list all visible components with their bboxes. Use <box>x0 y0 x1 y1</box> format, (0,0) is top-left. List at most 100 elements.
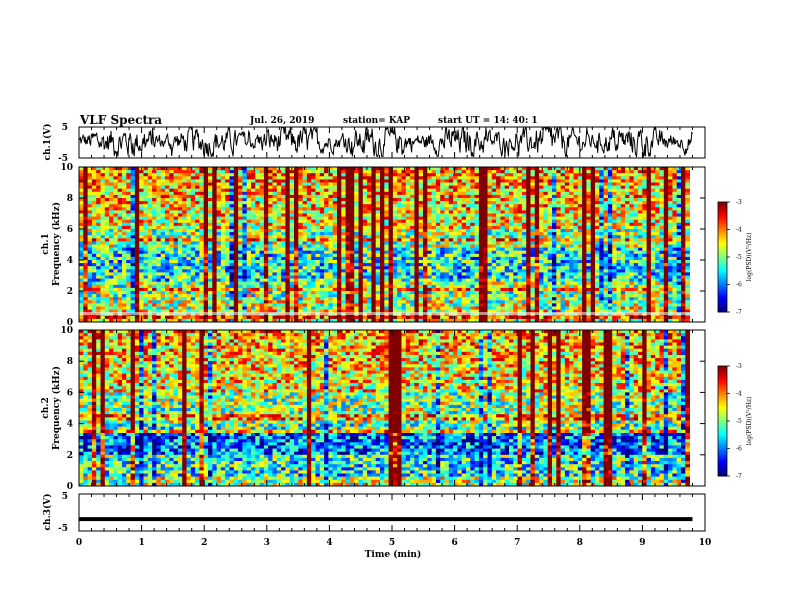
psd-cell <box>242 213 248 217</box>
psd-cell <box>79 207 84 211</box>
psd-cell <box>440 188 445 193</box>
psd-cell <box>337 191 342 196</box>
psd-cell <box>345 260 351 264</box>
psd-cell <box>474 210 480 214</box>
psd-cell <box>332 194 338 199</box>
psd-cell <box>401 266 407 270</box>
psd-cell <box>242 182 248 186</box>
psd-cell <box>371 216 377 221</box>
psd-cell <box>405 194 411 199</box>
psd-cell <box>474 207 480 211</box>
psd-cell <box>147 185 153 190</box>
psd-cell <box>173 260 179 264</box>
psd-cell <box>457 241 463 245</box>
psd-cell <box>130 176 136 180</box>
psd-cell <box>526 188 531 193</box>
psd-cell <box>595 198 600 202</box>
psd-cell <box>607 241 613 245</box>
psd-cell <box>190 256 196 261</box>
psd-cell <box>126 219 131 224</box>
psd-cell <box>612 260 617 264</box>
psd-cell <box>139 229 144 233</box>
psd-cell <box>147 204 153 208</box>
psd-cell <box>117 185 123 190</box>
psd-cell <box>319 260 325 264</box>
psd-cell <box>435 170 441 174</box>
psd-cell <box>242 179 248 183</box>
psd-cell <box>220 182 226 186</box>
psd-cell <box>569 232 574 236</box>
psd-cell <box>539 210 544 214</box>
psd-cell <box>457 185 463 190</box>
psd-cell <box>354 170 359 174</box>
psd-cell <box>79 170 84 174</box>
psd-cell <box>466 238 471 242</box>
psd-cell <box>595 173 600 177</box>
psd-cell <box>152 238 157 242</box>
psd-cell <box>134 207 140 211</box>
psd-cell <box>177 222 183 227</box>
psd-cell <box>453 235 458 239</box>
psd-cell <box>255 272 260 276</box>
psd-cell <box>233 253 239 258</box>
psd-cell <box>573 272 579 276</box>
psd-cell <box>367 216 372 221</box>
psd-cell <box>582 176 587 180</box>
psd-cell <box>362 167 368 171</box>
psd-cell <box>530 182 536 186</box>
psd-cell <box>177 266 183 270</box>
psd-cell <box>208 269 213 273</box>
psd-cell <box>547 173 553 177</box>
psd-cell <box>401 194 407 199</box>
psd-cell <box>87 207 93 211</box>
psd-cell <box>513 260 518 264</box>
psd-cell <box>672 263 678 267</box>
psd-cell <box>367 263 372 267</box>
psd-cell <box>173 229 179 233</box>
psd-cell <box>595 179 600 183</box>
psd-cell <box>130 170 136 174</box>
psd-cell <box>190 241 196 245</box>
psd-cell <box>539 222 544 227</box>
psd-cell <box>216 247 222 252</box>
psd-cell <box>143 272 149 276</box>
psd-cell <box>650 213 656 217</box>
psd-cell <box>212 176 217 180</box>
psd-cell <box>96 204 101 208</box>
psd-cell <box>620 191 626 196</box>
psd-cell <box>491 170 497 174</box>
psd-cell <box>87 253 93 258</box>
psd-cell <box>659 244 665 248</box>
psd-cell <box>341 235 346 239</box>
psd-cell <box>530 232 536 236</box>
psd-cell <box>152 216 157 221</box>
psd-cell <box>255 170 260 174</box>
psd-cell <box>650 250 656 255</box>
psd-cell <box>143 263 149 267</box>
psd-cell <box>509 244 514 248</box>
psd-cell <box>474 185 480 190</box>
psd-cell <box>560 170 566 174</box>
psd-cell <box>607 222 613 227</box>
psd-cell <box>259 241 265 245</box>
psd-cell <box>242 253 248 258</box>
psd-cell <box>242 263 248 267</box>
psd-cell <box>560 225 566 230</box>
psd-cell <box>354 256 359 261</box>
psd-cell <box>573 244 579 248</box>
psd-cell <box>130 207 136 211</box>
psd-cell <box>177 247 183 252</box>
psd-cell <box>655 225 660 230</box>
psd-cell <box>100 238 106 242</box>
psd-cell <box>470 263 475 267</box>
psd-cell <box>509 185 514 190</box>
psd-cell <box>122 275 127 279</box>
psd-cell <box>676 194 682 199</box>
psd-cell <box>646 198 652 202</box>
psd-cell <box>638 176 643 180</box>
psd-cell <box>633 219 639 224</box>
psd-cell <box>427 250 432 255</box>
psd-cell <box>629 170 635 174</box>
psd-cell <box>642 210 647 214</box>
psd-cell <box>87 170 93 174</box>
